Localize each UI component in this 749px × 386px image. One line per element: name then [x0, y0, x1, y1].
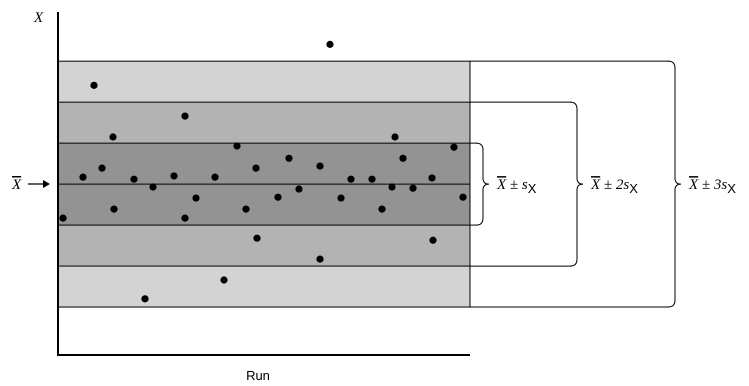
point — [252, 164, 260, 172]
point — [149, 183, 157, 191]
point — [79, 173, 87, 181]
point — [233, 142, 241, 150]
point — [192, 194, 200, 202]
point — [399, 154, 407, 162]
point — [59, 214, 67, 222]
band-label-mean: X — [590, 177, 601, 193]
point — [450, 143, 458, 151]
point — [181, 214, 189, 222]
point — [109, 133, 117, 141]
point — [242, 205, 250, 213]
point — [409, 184, 417, 192]
point — [141, 295, 149, 303]
point — [337, 194, 345, 202]
mean-arrow-head — [43, 180, 50, 188]
band-label: X ± sX — [496, 177, 537, 196]
point — [98, 164, 106, 172]
point — [428, 174, 436, 182]
band-label: X ± 2sX — [590, 177, 638, 196]
point — [285, 154, 293, 162]
point — [347, 175, 355, 183]
point — [181, 112, 189, 120]
band-label-sub: X — [528, 181, 537, 196]
point — [391, 133, 399, 141]
point — [90, 81, 98, 89]
band-label-text: ± 2s — [600, 177, 629, 193]
band-label-mean: X — [688, 177, 699, 193]
point — [316, 255, 324, 263]
y-axis-label: X — [33, 10, 44, 26]
point — [378, 205, 386, 213]
brace — [569, 101, 584, 267]
band-label-text: ± 3s — [698, 177, 727, 193]
point — [316, 162, 324, 170]
point — [110, 205, 118, 213]
band-label-sub: X — [629, 181, 638, 196]
point — [429, 236, 437, 244]
band-label-sub: X — [727, 181, 736, 196]
point — [368, 175, 376, 183]
band-label-text: ± s — [506, 177, 528, 193]
point — [388, 183, 396, 191]
band-label-mean: X — [496, 177, 507, 193]
x-axis-label: Run — [246, 368, 270, 383]
point — [326, 40, 334, 48]
brace — [475, 142, 490, 226]
point — [274, 193, 282, 201]
mean-label: X — [11, 177, 22, 193]
point — [170, 172, 178, 180]
point — [211, 173, 219, 181]
point — [295, 185, 303, 193]
band-label: X ± 3sX — [688, 177, 736, 196]
brace — [667, 60, 682, 308]
point — [459, 193, 467, 201]
point — [253, 234, 261, 242]
point — [220, 276, 228, 284]
point — [130, 175, 138, 183]
